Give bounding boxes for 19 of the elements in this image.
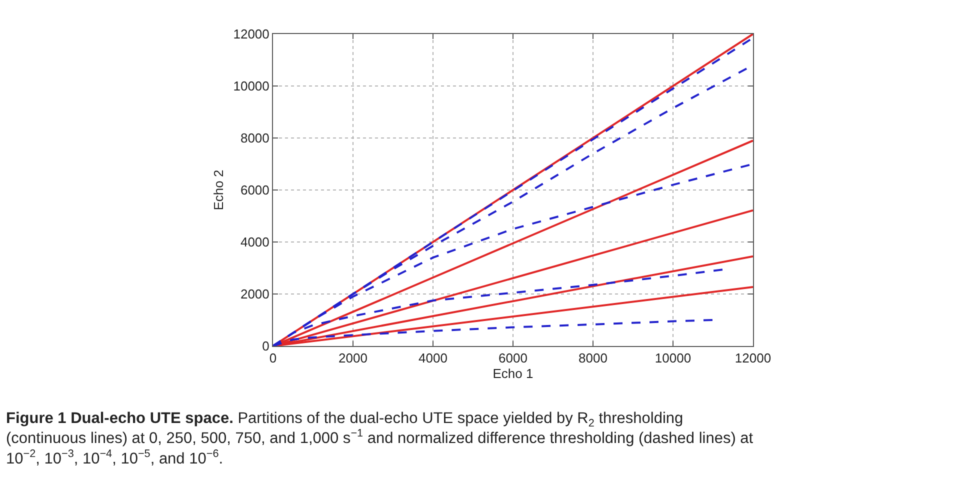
x-tick-label: 6000	[498, 350, 528, 366]
y-tick-label: 0	[262, 338, 270, 354]
y-tick-label: 8000	[240, 130, 270, 146]
y-tick-label: 10000	[233, 78, 270, 94]
text: (continuous lines) at 0, 250, 500, 750, and 1,000 s$^{−1}$ and normalized difference thresholding (dashed lines) at	[6, 428, 754, 448]
caption: Figure 1 Dual-echo UTE space.	[6, 410, 234, 427]
x-tick-label: 8000	[578, 350, 608, 366]
x-tick-label: 10000	[654, 350, 692, 366]
x-axis-title: Echo 1	[492, 366, 534, 382]
y-axis-title: Echo 2	[211, 170, 226, 210]
x-tick-label: 12000	[734, 350, 772, 366]
y-tick-label: 2000	[240, 286, 270, 302]
x-tick-label: 2000	[338, 350, 368, 366]
y-tick-label: 4000	[240, 234, 270, 250]
text: 10$^{−2}$, 10$^{−3}$, 10$^{−4}$, 10$^{−5}$, and 10$^{−6}$.	[6, 448, 224, 468]
x-tick-label: 4000	[418, 350, 448, 366]
y-tick-label: 12000	[233, 26, 270, 42]
y-tick-label: 6000	[240, 182, 270, 198]
text: Partitions of the dual-echo UTE space yielded by R$_{2}$ thresholding	[238, 410, 684, 430]
